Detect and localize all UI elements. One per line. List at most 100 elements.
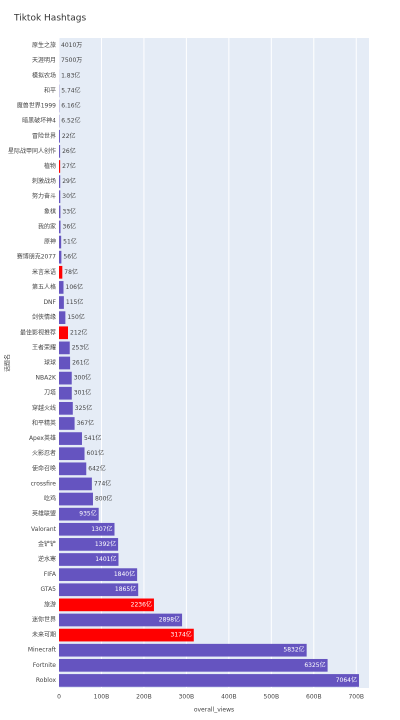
y-tick-label: 和平精英 [32, 419, 56, 427]
bar [59, 553, 119, 566]
bar [59, 311, 66, 324]
value-label: 2898亿 [159, 615, 180, 623]
y-tick-label: 英雄联盟 [32, 510, 56, 518]
value-label: 51亿 [63, 238, 77, 246]
y-tick-label: 我的家 [38, 222, 56, 230]
bar [59, 145, 61, 158]
value-label: 5832亿 [283, 646, 304, 654]
x-axis-title: overall_views [194, 707, 234, 714]
value-label: 367亿 [77, 419, 94, 427]
bar [59, 175, 61, 188]
y-tick-label: 原神 [44, 238, 56, 246]
x-tick-label: 200B [136, 694, 152, 701]
y-tick-label: 金铲铲 [38, 540, 56, 548]
value-label: 642亿 [88, 464, 105, 472]
y-tick-label: 天涯明月 [32, 56, 56, 64]
y-tick-label: 第五人格 [32, 283, 56, 291]
x-tick-label: 500B [264, 694, 280, 701]
bar [59, 129, 60, 143]
y-tick-label: 冒险世界 [32, 132, 56, 140]
bar [59, 341, 70, 355]
value-label: 301亿 [74, 389, 91, 397]
bar [59, 628, 194, 642]
y-tick-label: Fortnite [33, 662, 57, 669]
y-tick-label: Valorant [31, 526, 57, 533]
bar [59, 160, 61, 173]
y-tick-label: 和平 [44, 86, 56, 94]
bar [59, 462, 87, 476]
y-tick-label: Apex英雄 [29, 434, 56, 442]
bar [59, 265, 63, 279]
x-tick-label: 100B [94, 694, 110, 701]
y-tick-label: 魔兽世界1999 [17, 102, 56, 110]
y-tick-label: 使命召唤 [32, 464, 56, 472]
bar [59, 492, 93, 506]
bar [59, 235, 62, 249]
value-label: 800亿 [95, 495, 112, 503]
value-label: 2236亿 [131, 600, 152, 608]
bar [59, 281, 64, 294]
value-label: 1392亿 [95, 540, 116, 548]
bar [59, 326, 69, 340]
x-tick-label: 600B [306, 694, 322, 701]
y-tick-label: 最佳影视推荐 [20, 328, 56, 336]
value-label: 106亿 [66, 283, 83, 291]
bar [59, 190, 61, 204]
value-label: 29亿 [62, 177, 76, 185]
value-label: 601亿 [87, 449, 104, 457]
bar [59, 356, 71, 370]
bar [59, 583, 139, 597]
value-label: 78亿 [64, 268, 78, 276]
bar [59, 522, 115, 536]
value-label: 774亿 [94, 479, 111, 487]
bar [59, 658, 328, 672]
bar [59, 296, 64, 309]
y-tick-label: 努力奋斗 [32, 192, 56, 200]
value-label: 7064亿 [336, 676, 357, 684]
y-tick-label: 迷你世界 [32, 615, 56, 623]
y-tick-label: Minecraft [28, 647, 57, 654]
y-tick-label: 暗黑破坏神4 [22, 117, 56, 125]
value-label: 7500万 [61, 57, 82, 64]
value-label: 150亿 [67, 313, 84, 321]
bar [59, 477, 92, 491]
bar [59, 643, 307, 657]
y-tick-label: 赛博朋克2077 [17, 253, 56, 261]
value-label: 33亿 [62, 207, 76, 215]
value-label: 1.83亿 [61, 71, 80, 79]
bar [59, 507, 99, 521]
bar [59, 598, 154, 612]
value-label: 261亿 [72, 359, 89, 367]
bar [59, 417, 75, 430]
y-tick-label: 原生之旅 [32, 41, 56, 49]
value-label: 1840亿 [114, 570, 135, 578]
value-label: 3174亿 [171, 631, 192, 639]
x-tick-label: 0 [57, 694, 61, 701]
bar [59, 432, 82, 445]
y-tick-label: 米言米语 [32, 268, 56, 276]
y-tick-label: DNF [43, 299, 56, 306]
value-label: 6.16亿 [61, 102, 80, 110]
bar [59, 402, 73, 415]
bar [59, 220, 61, 234]
value-label: 4010万 [61, 42, 82, 49]
value-label: 1307亿 [91, 525, 112, 533]
y-axis-title: 话题名 [4, 354, 12, 372]
value-label: 935亿 [79, 510, 96, 518]
value-label: 325亿 [75, 404, 92, 412]
value-label: 5.74亿 [61, 86, 80, 94]
value-label: 22亿 [62, 132, 76, 140]
bar [59, 538, 119, 551]
y-tick-label: NBA2K [36, 375, 58, 382]
value-label: 212亿 [70, 328, 87, 336]
y-tick-label: 逆水寒 [38, 555, 56, 563]
y-tick-label: 未来可期 [32, 631, 56, 639]
bar [59, 386, 72, 400]
value-label: 56亿 [63, 253, 77, 261]
y-tick-label: GTA5 [40, 586, 56, 593]
value-label: 1401亿 [95, 555, 116, 563]
y-tick-label: 象棋 [44, 207, 56, 215]
y-tick-label: 剑侠情缘 [32, 313, 56, 321]
x-tick-label: 700B [348, 694, 364, 701]
value-label: 1865亿 [115, 585, 136, 593]
